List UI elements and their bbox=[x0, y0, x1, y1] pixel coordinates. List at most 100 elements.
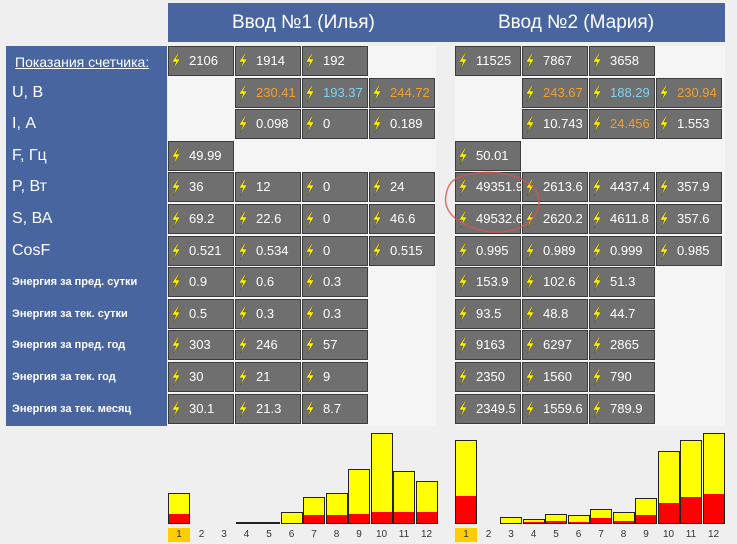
month-bar[interactable] bbox=[415, 481, 438, 524]
month-bar[interactable] bbox=[455, 440, 477, 524]
meter-value-cell[interactable]: 21.3 bbox=[235, 393, 301, 424]
meter-value-cell[interactable]: 4437.4 bbox=[589, 172, 655, 203]
meter-value-cell[interactable]: 1559.6 bbox=[522, 393, 588, 424]
meter-value-cell[interactable]: 69.2 bbox=[168, 204, 234, 234]
meter-value-cell[interactable]: 44.7 bbox=[589, 298, 655, 329]
month-bar[interactable] bbox=[590, 509, 612, 524]
meter-value-cell[interactable]: 243.67 bbox=[522, 77, 588, 108]
month-bar[interactable] bbox=[567, 515, 590, 524]
meter-value-cell[interactable]: 789.9 bbox=[589, 393, 655, 424]
meter-value-cell[interactable]: 1914 bbox=[235, 46, 301, 76]
meter-value-cell[interactable]: 93.5 bbox=[455, 298, 521, 329]
row-label[interactable]: Показания счетчика: bbox=[15, 54, 150, 70]
month-tick[interactable]: 2 bbox=[198, 529, 205, 540]
month-tick[interactable]: 8 bbox=[333, 529, 340, 540]
month-bar[interactable] bbox=[235, 522, 258, 524]
meter-value-cell[interactable]: 0.985 bbox=[656, 235, 722, 266]
meter-value-cell[interactable]: 0.3 bbox=[302, 267, 368, 298]
month-tick[interactable]: 6 bbox=[288, 529, 295, 540]
meter-value-cell[interactable]: 0 bbox=[302, 172, 368, 203]
meter-value-cell[interactable]: 0 bbox=[302, 109, 368, 140]
month-tick[interactable]: 10 bbox=[375, 529, 388, 540]
month-bar[interactable] bbox=[657, 451, 680, 524]
meter-value-cell[interactable]: 0 bbox=[302, 235, 368, 266]
meter-value-cell[interactable]: 49532.6 bbox=[455, 204, 523, 234]
meter-value-cell[interactable]: 246 bbox=[235, 330, 301, 361]
meter-value-cell[interactable]: 0.989 bbox=[522, 235, 588, 266]
meter-value-cell[interactable]: 10.743 bbox=[522, 109, 588, 140]
meter-value-cell[interactable]: 0.3 bbox=[302, 298, 368, 329]
meter-value-cell[interactable]: 230.94 bbox=[656, 77, 722, 108]
meter-value-cell[interactable]: 21 bbox=[235, 362, 301, 392]
meter-value-cell[interactable]: 0 bbox=[302, 204, 368, 234]
meter-value-cell[interactable]: 50.01 bbox=[455, 140, 521, 171]
month-bar[interactable] bbox=[370, 433, 393, 524]
month-tick[interactable]: 12 bbox=[420, 529, 433, 540]
meter-value-cell[interactable]: 0.515 bbox=[369, 235, 435, 266]
month-tick[interactable]: 1 bbox=[168, 528, 190, 542]
month-bar[interactable] bbox=[680, 440, 702, 524]
month-tick[interactable]: 9 bbox=[643, 529, 649, 540]
month-tick[interactable]: 11 bbox=[398, 529, 410, 540]
meter-value-cell[interactable]: 2350 bbox=[455, 362, 521, 392]
meter-value-cell[interactable]: 0.521 bbox=[168, 235, 234, 266]
month-tick[interactable]: 7 bbox=[311, 529, 317, 540]
meter-value-cell[interactable]: 303 bbox=[168, 330, 234, 361]
meter-value-cell[interactable]: 2865 bbox=[589, 330, 655, 361]
month-tick[interactable]: 8 bbox=[620, 529, 627, 540]
month-bar[interactable] bbox=[635, 498, 657, 524]
month-bar[interactable] bbox=[168, 493, 190, 524]
meter-value-cell[interactable]: 49351.9 bbox=[455, 172, 523, 203]
month-tick[interactable]: 3 bbox=[221, 529, 227, 540]
meter-value-cell[interactable]: 1560 bbox=[522, 362, 588, 392]
meter-value-cell[interactable]: 57 bbox=[302, 330, 368, 361]
month-bar[interactable] bbox=[258, 522, 280, 524]
month-tick[interactable]: 2 bbox=[485, 529, 492, 540]
month-bar[interactable] bbox=[702, 433, 725, 524]
meter-value-cell[interactable]: 12 bbox=[235, 172, 301, 203]
month-tick[interactable]: 5 bbox=[266, 529, 272, 540]
meter-value-cell[interactable]: 30.1 bbox=[168, 393, 234, 424]
meter-value-cell[interactable]: 24 bbox=[369, 172, 435, 203]
month-bar[interactable] bbox=[393, 471, 415, 524]
meter-value-cell[interactable]: 0.189 bbox=[369, 109, 435, 140]
month-tick[interactable]: 4 bbox=[530, 529, 537, 540]
meter-value-cell[interactable]: 230.41 bbox=[235, 77, 301, 108]
meter-value-cell[interactable]: 0.3 bbox=[235, 298, 301, 329]
month-tick[interactable]: 3 bbox=[508, 529, 514, 540]
meter-value-cell[interactable]: 7867 bbox=[522, 46, 588, 76]
meter-value-cell[interactable]: 8.7 bbox=[302, 393, 368, 424]
meter-value-cell[interactable]: 790 bbox=[589, 362, 655, 392]
month-tick[interactable]: 5 bbox=[553, 529, 559, 540]
month-bar[interactable] bbox=[303, 497, 325, 524]
month-tick[interactable]: 6 bbox=[575, 529, 582, 540]
month-bar[interactable] bbox=[280, 512, 303, 524]
meter-value-cell[interactable]: 0.999 bbox=[589, 235, 655, 266]
meter-value-cell[interactable]: 192 bbox=[302, 46, 368, 76]
month-bar[interactable] bbox=[325, 493, 348, 524]
meter-value-cell[interactable]: 244.72 bbox=[369, 77, 435, 108]
meter-value-cell[interactable]: 30 bbox=[168, 362, 234, 392]
month-tick[interactable]: 12 bbox=[707, 529, 720, 540]
month-bar[interactable] bbox=[545, 514, 567, 524]
month-tick[interactable]: 4 bbox=[243, 529, 250, 540]
month-tick[interactable]: 11 bbox=[685, 529, 697, 540]
month-tick[interactable]: 1 bbox=[455, 528, 477, 542]
meter-value-cell[interactable]: 1.553 bbox=[656, 109, 722, 140]
meter-value-cell[interactable]: 0.5 bbox=[168, 298, 234, 329]
month-tick[interactable]: 9 bbox=[356, 529, 362, 540]
meter-value-cell[interactable]: 357.6 bbox=[656, 204, 722, 234]
meter-value-cell[interactable]: 153.9 bbox=[455, 267, 521, 298]
meter-value-cell[interactable]: 2106 bbox=[168, 46, 234, 76]
month-tick[interactable]: 7 bbox=[598, 529, 604, 540]
meter-value-cell[interactable]: 9163 bbox=[455, 330, 521, 361]
meter-value-cell[interactable]: 0.534 bbox=[235, 235, 301, 266]
meter-value-cell[interactable]: 24.456 bbox=[589, 109, 655, 140]
meter-value-cell[interactable]: 0.9 bbox=[168, 267, 234, 298]
meter-value-cell[interactable]: 4611.8 bbox=[589, 204, 655, 234]
month-bar[interactable] bbox=[348, 469, 370, 524]
meter-value-cell[interactable]: 102.6 bbox=[522, 267, 588, 298]
month-tick[interactable]: 10 bbox=[662, 529, 675, 540]
month-bar[interactable] bbox=[522, 519, 545, 524]
meter-value-cell[interactable]: 36 bbox=[168, 172, 234, 203]
